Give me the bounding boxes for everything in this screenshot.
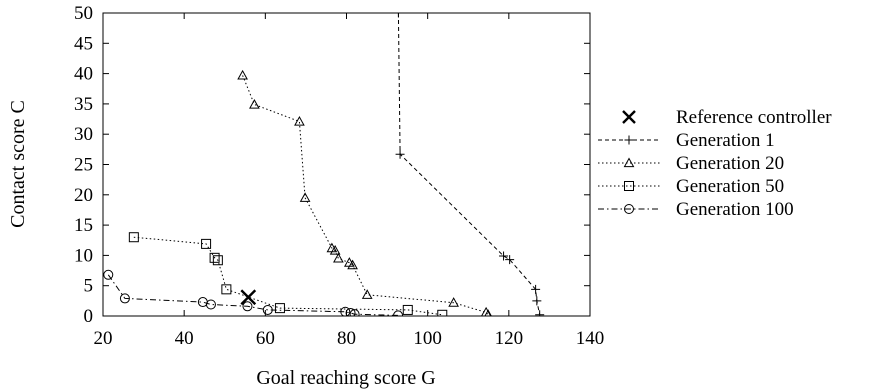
y-tick-label: 20 <box>74 185 93 206</box>
y-tick-label: 45 <box>74 33 93 54</box>
legend-label: Generation 100 <box>676 199 794 220</box>
y-tick-label: 30 <box>74 124 93 145</box>
data-point-generation-1 <box>531 285 540 294</box>
x-tick-label: 60 <box>256 328 275 349</box>
y-tick-label: 5 <box>84 276 94 297</box>
x-tick-label: 140 <box>576 328 605 349</box>
y-tick-label: 25 <box>74 155 93 176</box>
data-point-generation-20 <box>238 71 247 79</box>
legend-label: Reference controller <box>676 107 832 128</box>
legend-marker-reference-controller <box>623 111 635 123</box>
data-point-generation-20 <box>295 117 304 125</box>
data-point-generation-1 <box>396 150 405 159</box>
series-group <box>104 9 544 320</box>
axis-ticks: 20 40 60 80 100 120 140 0 5 10 15 20 25 30 35 40 45 50 <box>74 3 604 349</box>
legend-marker-generation-50 <box>625 182 634 191</box>
y-tick-label: 50 <box>74 3 93 24</box>
x-tick-label: 120 <box>495 328 524 349</box>
x-tick-label: 40 <box>175 328 194 349</box>
y-axis-label: Contact score C <box>7 100 29 228</box>
data-point-generation-20 <box>363 290 372 298</box>
x-tick-label: 20 <box>94 328 113 349</box>
data-point-generation-100 <box>104 270 113 279</box>
y-tick-label: 0 <box>84 306 94 327</box>
plot-marks <box>104 9 544 320</box>
data-point-generation-1 <box>535 310 544 319</box>
y-tick-label: 35 <box>74 94 93 115</box>
data-point-generation-1 <box>532 296 541 305</box>
data-point-generation-50 <box>222 285 231 294</box>
data-point-generation-20 <box>250 100 259 108</box>
legend-marker-generation-1 <box>625 136 634 145</box>
data-point-generation-50 <box>438 310 447 319</box>
legend-label: Generation 1 <box>676 130 775 151</box>
series-line-generation-20 <box>243 75 489 314</box>
y-tick-label: 15 <box>74 215 93 236</box>
y-tick-label: 10 <box>74 245 93 266</box>
y-tick-label: 40 <box>74 64 93 85</box>
series-line-generation-1 <box>398 13 539 315</box>
legend-marker-generation-20 <box>625 159 634 167</box>
x-axis-label: Goal reaching score G <box>256 367 435 389</box>
legend-label: Generation 50 <box>676 176 784 197</box>
series-line-generation-50 <box>134 237 443 315</box>
x-tick-label: 80 <box>337 328 356 349</box>
plot-frame <box>103 13 590 316</box>
x-tick-label: 100 <box>413 328 442 349</box>
legend-label: Generation 20 <box>676 153 784 174</box>
